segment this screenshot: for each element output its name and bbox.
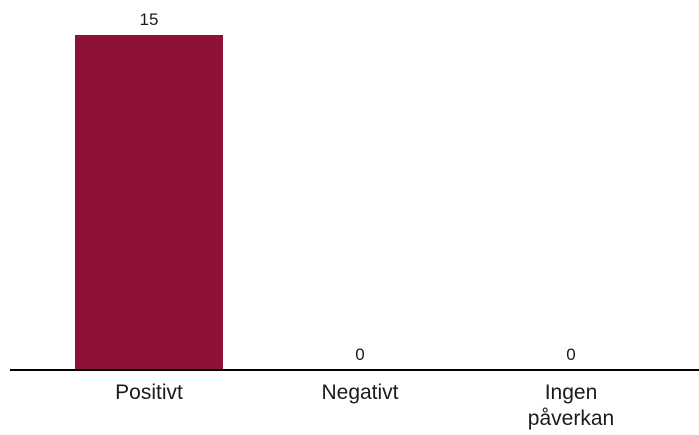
bar-0	[75, 35, 223, 370]
value-label-1: 0	[355, 345, 364, 364]
bars-group	[75, 35, 223, 370]
category-label-0: Positivt	[115, 381, 183, 404]
value-label-2: 0	[566, 345, 575, 364]
value-labels-group: 150 0	[140, 10, 576, 364]
category-labels-group: Positivt Negativt Ingen påverkan	[115, 381, 614, 430]
category-label-0-line-0: Positivt	[115, 381, 183, 404]
category-label-2-line-0: Ingen	[545, 381, 598, 404]
category-label-2: Ingen påverkan	[528, 381, 614, 430]
value-label-0: 15	[140, 10, 159, 29]
category-label-1-line-0: Negativt	[321, 381, 398, 404]
category-label-2-line-1: påverkan	[528, 407, 614, 430]
category-label-1: Negativt	[321, 381, 398, 404]
